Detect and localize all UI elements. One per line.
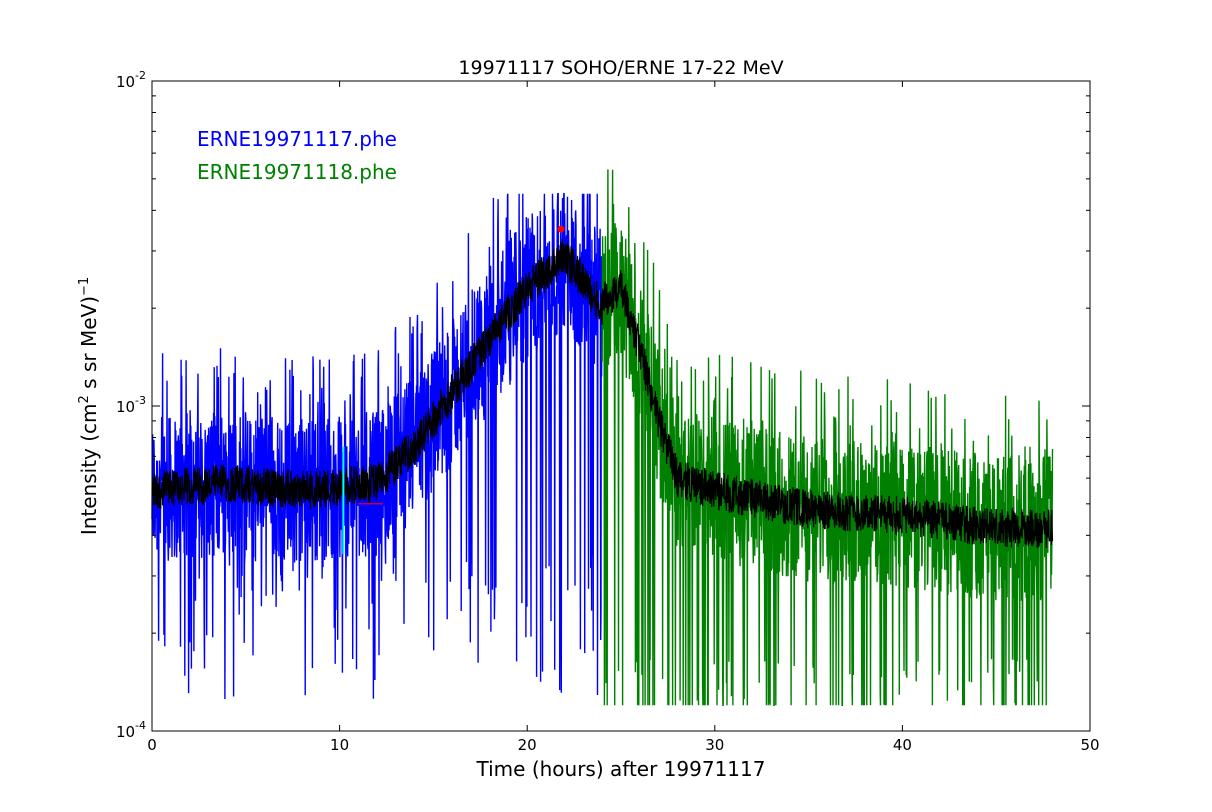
x-axis-label: Time (hours) after 19971117 xyxy=(476,757,766,781)
legend-entry-1: ERNE19971118.phe xyxy=(197,160,397,184)
y-tick-label: 10-4 xyxy=(116,719,146,741)
marker-layer xyxy=(342,225,565,555)
plot-area xyxy=(152,81,1090,731)
y-axis-label-exp1: 2 xyxy=(77,395,92,403)
y-tick-label: 10-3 xyxy=(116,394,146,416)
y-axis-label-mid: s sr MeV) xyxy=(77,296,101,395)
y-axis-label-exp2: −1 xyxy=(77,277,92,296)
legend: ERNE19971117.phe ERNE19971118.phe xyxy=(197,127,397,184)
x-tick-label: 0 xyxy=(147,736,157,754)
x-tick-label: 30 xyxy=(705,736,724,754)
y-axis-label-main: Intensity (cm xyxy=(77,403,101,535)
x-tick-label: 50 xyxy=(1080,736,1099,754)
y-tick-label: 10-2 xyxy=(116,69,146,91)
legend-entry-0: ERNE19971117.phe xyxy=(197,127,397,151)
chart-title: 19971117 SOHO/ERNE 17-22 MeV xyxy=(458,57,783,79)
smoothed-line xyxy=(151,238,1054,549)
x-tick-label: 40 xyxy=(893,736,912,754)
series-layer xyxy=(151,169,1054,706)
y-axis: 10-4 10-3 10-2 xyxy=(116,69,1090,741)
x-tick-label: 20 xyxy=(518,736,537,754)
x-axis: 0 10 20 30 40 50 xyxy=(147,81,1100,754)
y-axis-label: Intensity (cm2 s sr MeV)−1 xyxy=(77,277,101,535)
series-line-1 xyxy=(601,169,1054,706)
x-tick-label: 10 xyxy=(330,736,349,754)
peak-marker xyxy=(557,225,565,233)
